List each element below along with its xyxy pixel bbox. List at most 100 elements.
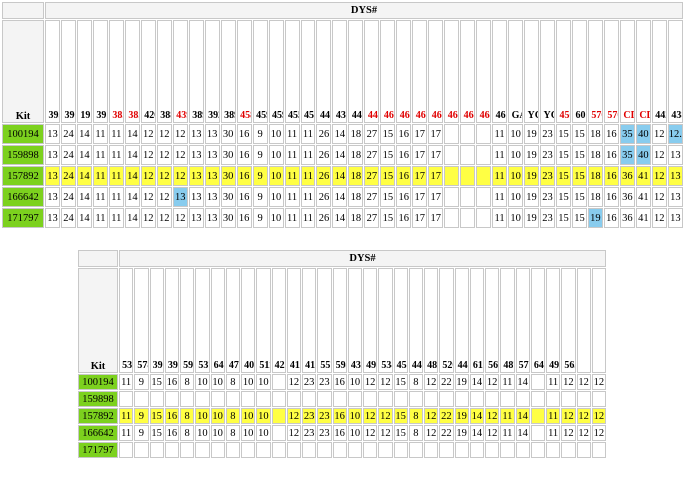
marker-value: 12 <box>140 166 156 186</box>
marker-value: 12 <box>286 374 301 390</box>
marker-value <box>195 442 210 458</box>
marker-value: 13 <box>204 145 220 165</box>
marker-header: 385b <box>124 20 140 123</box>
marker-value: 16 <box>164 408 179 424</box>
marker-value: 12 <box>651 208 667 228</box>
marker-value: 15 <box>393 408 408 424</box>
marker-value: 10 <box>508 145 524 165</box>
marker-header: 464g <box>476 20 492 123</box>
marker-value <box>210 391 225 407</box>
marker-value: 17 <box>428 124 444 144</box>
marker-header: 391 <box>92 20 108 123</box>
marker-value: 12 <box>576 425 591 441</box>
marker-value <box>460 124 476 144</box>
marker-value: 16 <box>236 124 252 144</box>
marker-value: 13 <box>667 187 683 207</box>
marker-value: 30 <box>220 208 236 228</box>
marker-value: 13 <box>188 124 204 144</box>
marker-value: 19 <box>587 208 603 228</box>
table-row: 166642 13 24 14 11 11 14 12 12 13 13 13 30 16 9 10 11 11 2… <box>2 187 683 207</box>
marker-value: 13 <box>188 145 204 165</box>
marker-value <box>576 442 591 458</box>
marker-header: 438 <box>667 20 683 123</box>
marker-label: 406S1 <box>244 359 255 371</box>
marker-value: 11 <box>119 408 134 424</box>
marker-header: GATAH4 <box>508 20 524 123</box>
marker-value: 12 <box>172 124 188 144</box>
marker-header: 456 <box>556 20 571 123</box>
marker-value: 11 <box>284 187 300 207</box>
marker-value: 14 <box>76 145 92 165</box>
marker-label: 511 <box>259 359 269 371</box>
marker-value: 11 <box>108 166 124 186</box>
marker-value: 13 <box>188 187 204 207</box>
marker-header: 460 <box>492 20 508 123</box>
marker-value: 10 <box>210 408 225 424</box>
marker-value: 9 <box>134 374 149 390</box>
marker-value: 16 <box>603 166 619 186</box>
kit-number: 171797 <box>78 442 118 458</box>
marker-value: 18 <box>587 145 603 165</box>
marker-value: 36 <box>619 187 635 207</box>
marker-value: 36 <box>619 166 635 186</box>
marker-value: 12 <box>156 145 172 165</box>
marker-value: 26 <box>316 187 332 207</box>
marker-value <box>225 391 240 407</box>
marker-value: 15 <box>556 124 571 144</box>
marker-value: 13 <box>45 166 60 186</box>
marker-value: 15 <box>393 374 408 390</box>
marker-value <box>119 391 134 407</box>
marker-label: 454 <box>303 109 314 121</box>
marker-value: 16 <box>332 425 347 441</box>
marker-value: 10 <box>241 408 256 424</box>
marker-header: 565 <box>561 268 576 373</box>
marker-value: 10 <box>256 408 271 424</box>
kit-number: 159898 <box>78 391 118 407</box>
marker-value: 10 <box>268 166 284 186</box>
marker-value: 30 <box>220 187 236 207</box>
marker-value: 16 <box>396 208 412 228</box>
marker-header: 464c <box>412 20 428 123</box>
marker-header: 487 <box>500 268 515 373</box>
marker-header: 537 <box>195 268 210 373</box>
marker-value: 12 <box>172 166 188 186</box>
marker-label: 565 <box>564 359 575 371</box>
marker-value: 16 <box>603 124 619 144</box>
marker-value: 14 <box>515 425 530 441</box>
marker-value: 12 <box>485 408 500 424</box>
marker-value <box>546 442 561 458</box>
marker-value: 16 <box>396 166 412 186</box>
marker-value <box>210 442 225 458</box>
marker-label: 492 <box>549 359 560 371</box>
marker-value: 18 <box>587 124 603 144</box>
marker-value: 8 <box>180 374 195 390</box>
marker-value: 23 <box>317 374 332 390</box>
marker-value: 15 <box>380 124 396 144</box>
marker-value: 26 <box>316 124 332 144</box>
marker-header: 395S1b <box>164 268 179 373</box>
marker-value <box>271 442 286 458</box>
marker-value: 8 <box>180 425 195 441</box>
marker-value <box>546 391 561 407</box>
marker-value <box>256 391 271 407</box>
marker-value: 23 <box>317 408 332 424</box>
marker-value: 14 <box>332 145 348 165</box>
marker-value: 12 <box>286 408 301 424</box>
marker-header: 572 <box>515 268 530 373</box>
marker-value: 35 <box>619 145 635 165</box>
marker-value: 11 <box>300 166 316 186</box>
marker-value: 22 <box>439 425 454 441</box>
marker-value <box>500 442 515 458</box>
marker-value: 10 <box>195 408 210 424</box>
marker-value: 11 <box>92 187 108 207</box>
marker-label: 442 <box>655 109 666 121</box>
marker-value <box>469 442 484 458</box>
marker-value: 24 <box>60 124 76 144</box>
marker-value: 13 <box>667 166 683 186</box>
marker-label: 455 <box>288 109 299 121</box>
marker-value <box>530 374 545 390</box>
table-row: 159898 <box>78 391 606 407</box>
marker-value <box>460 187 476 207</box>
marker-header: 464b <box>396 20 412 123</box>
marker-value <box>256 442 271 458</box>
